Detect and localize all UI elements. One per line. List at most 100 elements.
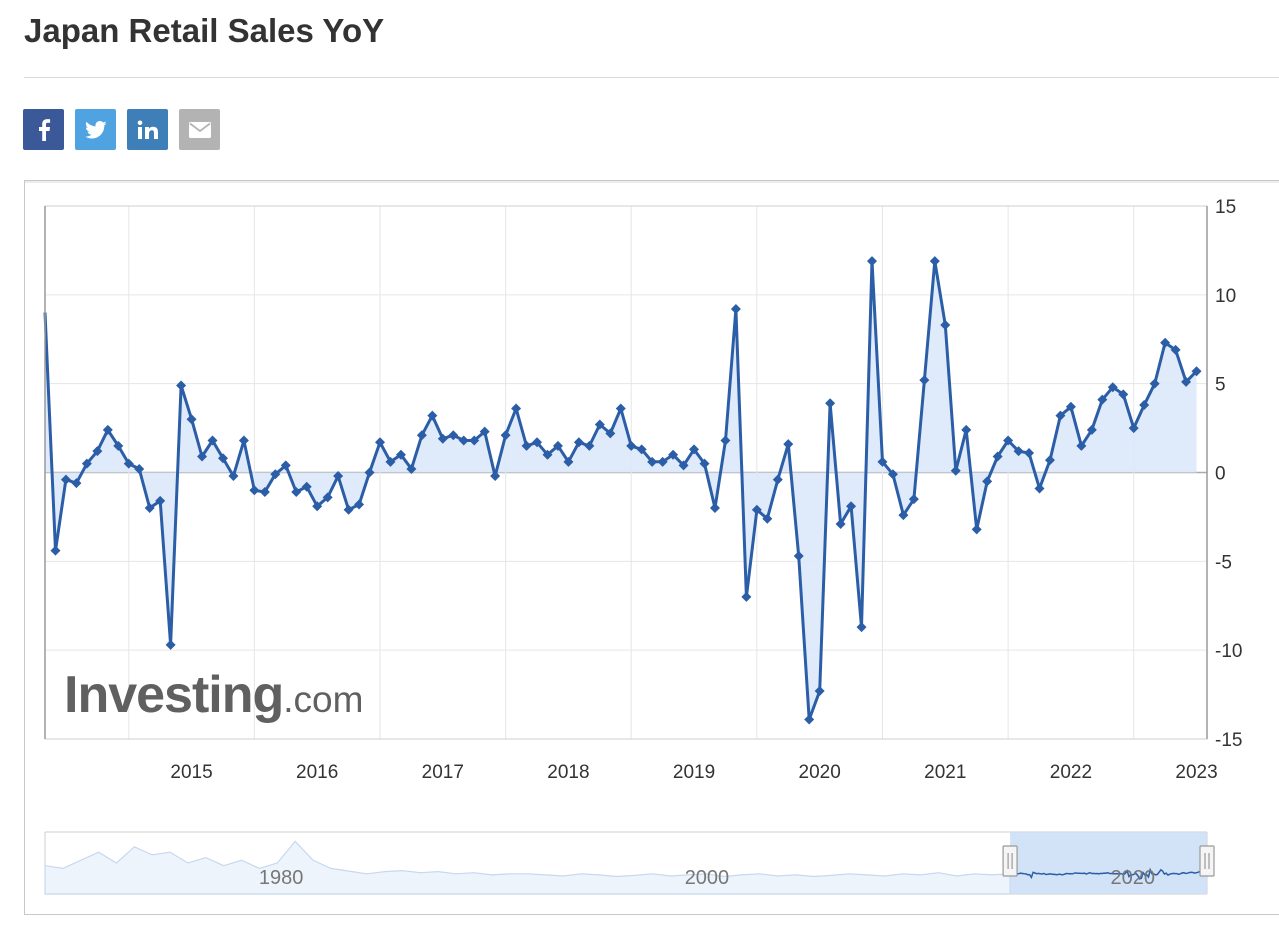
data-point[interactable] — [1076, 440, 1087, 451]
data-point[interactable] — [155, 495, 166, 506]
handle-body[interactable] — [1199, 845, 1215, 877]
data-point[interactable] — [1107, 382, 1118, 393]
data-point[interactable] — [437, 433, 448, 444]
data-point[interactable] — [217, 453, 228, 464]
data-point[interactable] — [573, 437, 584, 448]
data-point[interactable] — [804, 714, 815, 725]
data-point[interactable] — [1055, 410, 1066, 421]
data-point[interactable] — [374, 437, 385, 448]
data-point[interactable] — [887, 469, 898, 480]
data-point[interactable] — [1044, 455, 1055, 466]
data-point[interactable] — [176, 380, 187, 391]
data-point[interactable] — [657, 456, 668, 467]
data-point[interactable] — [1086, 424, 1097, 435]
data-point[interactable] — [479, 426, 490, 437]
data-point[interactable] — [71, 478, 82, 489]
data-point[interactable] — [458, 435, 469, 446]
data-point[interactable] — [814, 686, 825, 697]
data-point[interactable] — [291, 487, 302, 498]
data-point[interactable] — [532, 437, 543, 448]
data-point[interactable] — [1181, 376, 1192, 387]
data-point[interactable] — [867, 256, 878, 267]
data-point[interactable] — [1128, 423, 1139, 434]
data-point[interactable] — [1003, 435, 1014, 446]
data-point[interactable] — [992, 451, 1003, 462]
navigator-right-handle[interactable] — [1199, 845, 1215, 877]
data-point[interactable] — [123, 458, 134, 469]
data-point[interactable] — [406, 463, 417, 474]
facebook-share-button[interactable] — [23, 109, 64, 150]
data-point[interactable] — [416, 430, 427, 441]
data-point[interactable] — [60, 474, 71, 485]
data-point[interactable] — [605, 428, 616, 439]
data-point[interactable] — [50, 545, 61, 556]
data-point[interactable] — [333, 471, 344, 482]
data-point[interactable] — [898, 510, 909, 521]
data-point[interactable] — [626, 440, 637, 451]
data-point[interactable] — [1097, 394, 1108, 405]
chart-navigator[interactable]: 1980 2000 2020 — [44, 831, 1215, 895]
data-point[interactable] — [1149, 378, 1160, 389]
data-point[interactable] — [982, 476, 993, 487]
data-point[interactable] — [500, 430, 511, 441]
data-point[interactable] — [1118, 389, 1129, 400]
data-point[interactable] — [856, 622, 867, 633]
data-point[interactable] — [971, 524, 982, 535]
data-point[interactable] — [113, 440, 124, 451]
handle-body[interactable] — [1002, 845, 1018, 877]
data-point[interactable] — [1034, 483, 1045, 494]
data-point[interactable] — [280, 460, 291, 471]
data-point[interactable] — [762, 513, 773, 524]
data-point[interactable] — [364, 467, 375, 478]
data-point[interactable] — [521, 440, 532, 451]
data-point[interactable] — [961, 424, 972, 435]
data-point[interactable] — [908, 494, 919, 505]
data-point[interactable] — [563, 456, 574, 467]
data-point[interactable] — [720, 435, 731, 446]
data-point[interactable] — [835, 519, 846, 530]
data-point[interactable] — [354, 499, 365, 510]
data-point[interactable] — [511, 403, 522, 414]
data-point[interactable] — [1065, 401, 1076, 412]
data-point[interactable] — [312, 501, 323, 512]
data-point[interactable] — [259, 487, 270, 498]
data-point[interactable] — [1170, 344, 1181, 355]
data-point[interactable] — [846, 501, 857, 512]
data-point[interactable] — [490, 471, 501, 482]
data-point[interactable] — [207, 435, 218, 446]
data-point[interactable] — [594, 419, 605, 430]
data-point[interactable] — [238, 435, 249, 446]
data-point[interactable] — [92, 446, 103, 457]
data-point[interactable] — [427, 410, 438, 421]
data-point[interactable] — [1160, 337, 1171, 348]
data-point[interactable] — [343, 504, 354, 515]
linkedin-share-button[interactable] — [127, 109, 168, 150]
data-point[interactable] — [186, 414, 197, 425]
data-point[interactable] — [102, 424, 113, 435]
data-point[interactable] — [647, 456, 658, 467]
data-point[interactable] — [469, 435, 480, 446]
data-point[interactable] — [699, 458, 710, 469]
data-point[interactable] — [950, 465, 961, 476]
data-point[interactable] — [678, 460, 689, 471]
data-point[interactable] — [395, 449, 406, 460]
data-point[interactable] — [165, 639, 176, 650]
data-point[interactable] — [270, 469, 281, 480]
data-point[interactable] — [741, 591, 752, 602]
data-point[interactable] — [929, 256, 940, 267]
data-point[interactable] — [552, 440, 563, 451]
email-share-button[interactable] — [179, 109, 220, 150]
data-point[interactable] — [877, 456, 888, 467]
data-point[interactable] — [636, 444, 647, 455]
data-point[interactable] — [249, 485, 260, 496]
data-point[interactable] — [197, 451, 208, 462]
data-point[interactable] — [751, 504, 762, 515]
data-point[interactable] — [689, 444, 700, 455]
data-point[interactable] — [1191, 366, 1202, 377]
data-point[interactable] — [940, 320, 951, 331]
navigator-left-handle[interactable] — [1002, 845, 1018, 877]
data-point[interactable] — [825, 398, 836, 409]
data-point[interactable] — [709, 503, 720, 514]
data-point[interactable] — [1139, 399, 1150, 410]
data-point[interactable] — [81, 458, 92, 469]
